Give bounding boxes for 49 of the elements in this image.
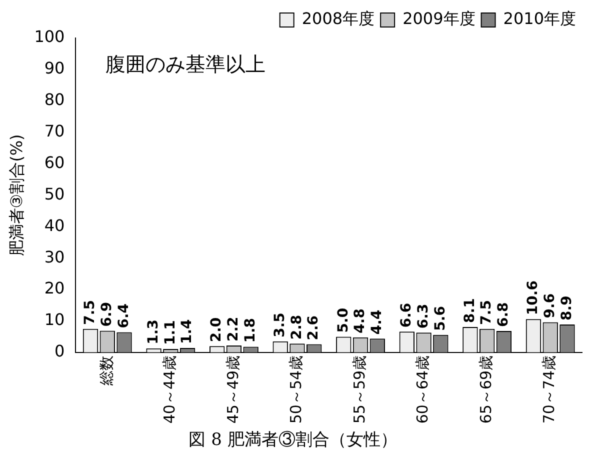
data-label: 1.8 (242, 318, 258, 343)
data-label: 2.0 (208, 317, 225, 342)
data-label: 7.5 (82, 300, 98, 325)
data-label: 1.4 (179, 318, 196, 344)
x-tick-label: 総数 (97, 355, 116, 386)
x-tick-label: 40～44歳 (160, 355, 179, 424)
y-tick-label: 50 (44, 184, 65, 204)
legend-label: 2009年度 (402, 9, 476, 28)
annotation: 腹囲のみ基準以上 (106, 52, 266, 76)
data-label: 6.4 (116, 303, 132, 328)
y-tick-label: 20 (44, 278, 65, 298)
data-label: 8.9 (558, 296, 575, 320)
y-tick-label: 10 (44, 310, 65, 330)
data-label: 3.5 (272, 312, 288, 338)
data-label: 6.6 (398, 302, 415, 328)
data-label: 4.4 (369, 310, 386, 335)
data-label: 9.6 (542, 293, 558, 318)
y-tick-label: 70 (44, 121, 65, 140)
data-label: 2.8 (288, 314, 305, 340)
data-label: 6.9 (99, 302, 116, 327)
data-label: 2.2 (226, 316, 242, 342)
y-axis-title: 肥満者③割合(%) (6, 134, 26, 256)
x-tick-label: 50～54歳 (287, 355, 306, 424)
data-label: 5.6 (432, 306, 448, 331)
y-tick-label: 30 (44, 247, 65, 266)
legend-label: 2008年度 (302, 9, 375, 28)
y-tick-label: 90 (44, 58, 65, 78)
data-label: 6.8 (496, 302, 512, 328)
y-tick-label: 40 (44, 216, 65, 235)
data-label: 6.3 (415, 304, 432, 329)
y-tick-label: 0 (54, 342, 65, 361)
data-label: 1.1 (162, 320, 178, 345)
data-label: 4.8 (352, 308, 368, 334)
x-tick-label: 70～74歳 (540, 355, 558, 424)
x-tick-label: 45～49歳 (224, 355, 242, 424)
y-tick-label: 80 (44, 90, 65, 110)
data-label: 1.3 (145, 320, 162, 344)
data-label: 10.6 (525, 280, 542, 316)
legend-label: 2010年度 (503, 9, 576, 28)
x-tick-label: 65～69歳 (476, 355, 495, 424)
x-tick-label: 55～59歳 (350, 355, 368, 424)
data-label: 5.0 (335, 308, 352, 333)
data-label: 7.5 (478, 300, 495, 325)
data-label: 8.1 (462, 298, 478, 323)
data-label: 2.6 (306, 315, 322, 340)
y-tick-label: 100 (34, 27, 65, 46)
y-tick-label: 60 (44, 152, 65, 172)
text: 図 8 肥満者③割合（女性） (188, 430, 398, 450)
x-tick-label: 60～64歳 (414, 355, 432, 424)
